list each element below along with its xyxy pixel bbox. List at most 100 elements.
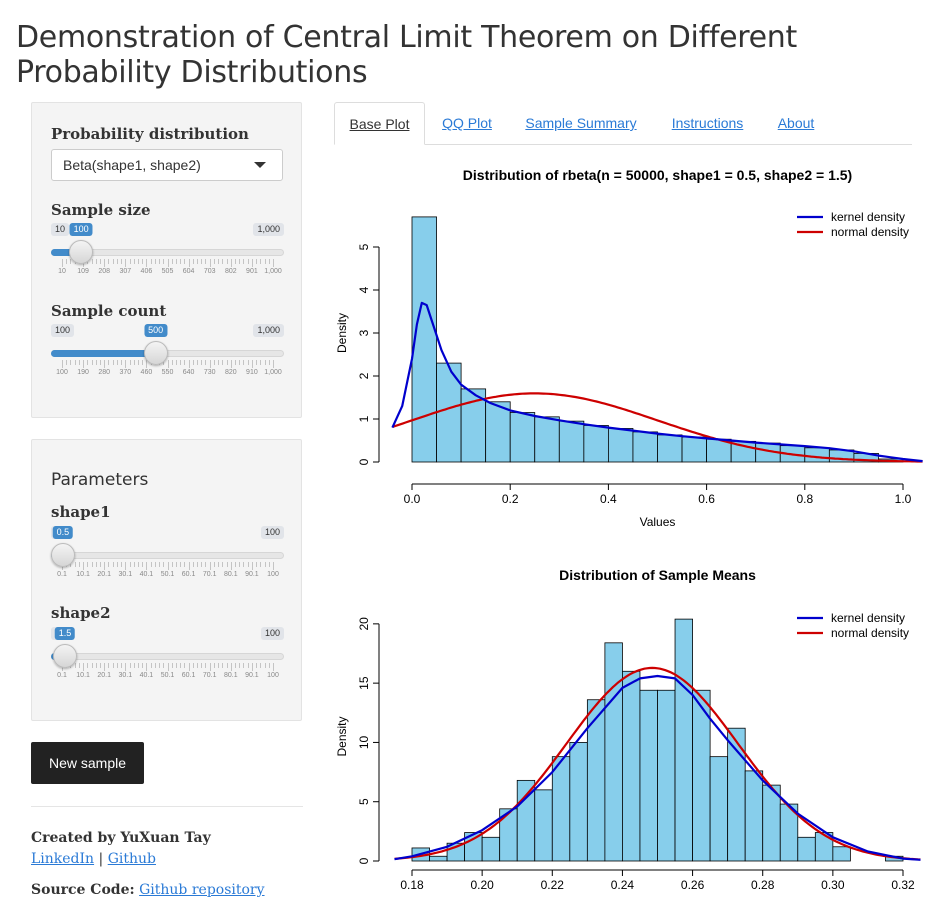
profile-links: LinkedIn | Github: [31, 851, 156, 867]
slider-tick: [188, 562, 190, 570]
shape1-slider[interactable]: 0.1 100 0.5 0.1 10.1 20.1 30.1 40.1 50.1 60.1 70.1…: [50, 526, 284, 586]
slider-tick: [264, 562, 266, 567]
distribution-select[interactable]: Beta(shape1, shape2): [51, 149, 283, 181]
slider-tick-label: 703: [203, 268, 216, 275]
shape2-handle[interactable]: [52, 644, 77, 668]
slider-tick: [129, 562, 131, 567]
slider-tick: [239, 663, 241, 668]
slider-tick: [188, 259, 190, 267]
slider-tick: [230, 360, 232, 368]
slider-tick: [171, 562, 173, 567]
legend-kernel-label: kernel density: [831, 611, 905, 625]
x-tick-label: 0.30: [821, 878, 845, 892]
slider-tick: [264, 259, 266, 264]
slider-tick: [235, 360, 237, 365]
new-sample-button[interactable]: New sample: [31, 742, 144, 784]
shape2-max-badge: 100: [260, 627, 284, 640]
slider-tick: [180, 259, 182, 264]
slider-tick: [184, 562, 186, 567]
y-tick-label: 0: [357, 857, 371, 864]
histogram-bar: [604, 642, 623, 862]
sample_count-handle[interactable]: [143, 341, 168, 365]
slider-tick: [70, 259, 72, 264]
slider-tick: [125, 259, 127, 267]
shape2-track[interactable]: [51, 653, 284, 660]
slider-tick: [104, 562, 106, 570]
sample-size-slider[interactable]: 10 1,000 100 10 109 208 307 406 505 604 703 802 901 1…: [51, 223, 284, 283]
slider-tick: [116, 562, 118, 567]
kernel-density-line: [394, 674, 921, 861]
histogram-bar: [832, 846, 851, 862]
github-link[interactable]: Github: [107, 851, 156, 867]
tab-instructions[interactable]: Instructions: [671, 115, 744, 131]
shape2-slider[interactable]: 0.1 100 1.5 0.1 10.1 20.1 30.1 40.1 50.1 60.1 70.1…: [51, 627, 284, 687]
slider-tick: [268, 259, 270, 264]
linkedin-link[interactable]: LinkedIn: [31, 851, 95, 867]
slider-tick: [192, 259, 194, 264]
slider-tick: [239, 562, 241, 567]
slider-tick: [264, 360, 266, 365]
slider-tick-label: 20.1: [97, 672, 111, 679]
slider-tick-label: 30.1: [118, 672, 133, 679]
slider-tick-label: 70.1: [202, 672, 217, 679]
slider-tick: [142, 562, 144, 567]
histogram-bar: [804, 447, 830, 463]
slider-tick: [222, 360, 224, 365]
slider-tick: [95, 360, 97, 365]
slider-tick: [268, 360, 270, 365]
histogram-bar: [681, 436, 707, 463]
slider-tick-label: 802: [224, 268, 237, 275]
tab-about[interactable]: About: [777, 115, 815, 131]
sample_size-handle[interactable]: [69, 240, 94, 264]
slider-tick-label: 90.1: [245, 672, 259, 679]
y-tick-label: 10: [357, 735, 371, 749]
sample_count-min-badge: 100: [51, 324, 75, 337]
slider-tick: [74, 360, 76, 365]
slider-tick: [133, 360, 135, 365]
created-by-text: Created by YuXuan Tay: [31, 830, 211, 846]
histogram-bar: [569, 742, 588, 862]
slider-tick: [201, 360, 203, 365]
sample-count-label: Sample count: [51, 302, 167, 320]
x-tick-label: 0.4: [600, 492, 617, 506]
x-tick-label: 0.18: [400, 878, 424, 892]
slider-tick: [180, 360, 182, 365]
slider-tick: [66, 259, 68, 264]
tab-qq-plot[interactable]: QQ Plot: [442, 115, 492, 131]
slider-tick: [121, 360, 123, 365]
slider-tick: [180, 562, 182, 567]
histogram-bar: [534, 416, 560, 463]
parameters-title: Parameters: [51, 470, 149, 490]
slider-tick: [108, 663, 110, 668]
slider-tick: [251, 360, 253, 368]
slider-tick: [192, 663, 194, 668]
slider-tick: [171, 663, 173, 668]
slider-tick-label: 307: [119, 268, 132, 275]
histogram-bar: [607, 428, 634, 463]
slider-tick: [239, 259, 241, 264]
legend-kernel-label: kernel density: [831, 210, 905, 224]
sample_count-max-badge: 1,000: [253, 324, 284, 337]
slider-tick: [78, 663, 80, 668]
slider-tick: [201, 259, 203, 264]
slider-tick: [104, 259, 106, 267]
histogram-bar: [657, 434, 683, 463]
sample_count-value-badge: 500: [144, 324, 168, 337]
histogram-bar: [551, 756, 571, 862]
slider-tick: [213, 562, 215, 567]
github-repository-link[interactable]: Github repository: [139, 882, 265, 898]
sample-count-slider[interactable]: 100 1,000 500 100 190 280 370 460 550 640 730 820 91…: [51, 324, 284, 384]
tab-sample-summary[interactable]: Sample Summary: [525, 115, 637, 131]
x-tick-label: 0.2: [502, 492, 519, 506]
slider-tick: [87, 663, 89, 668]
y-tick-label: 0: [357, 458, 371, 465]
slider-tick: [146, 562, 148, 570]
shape1-track[interactable]: [51, 552, 284, 559]
y-axis-label: Density: [335, 716, 349, 756]
slider-tick: [142, 259, 144, 264]
slider-tick: [91, 360, 93, 365]
slider-tick: [129, 259, 131, 264]
slider-tick: [184, 360, 186, 365]
tab-base-plot[interactable]: Base Plot: [334, 102, 425, 145]
shape1-handle[interactable]: [50, 543, 75, 567]
